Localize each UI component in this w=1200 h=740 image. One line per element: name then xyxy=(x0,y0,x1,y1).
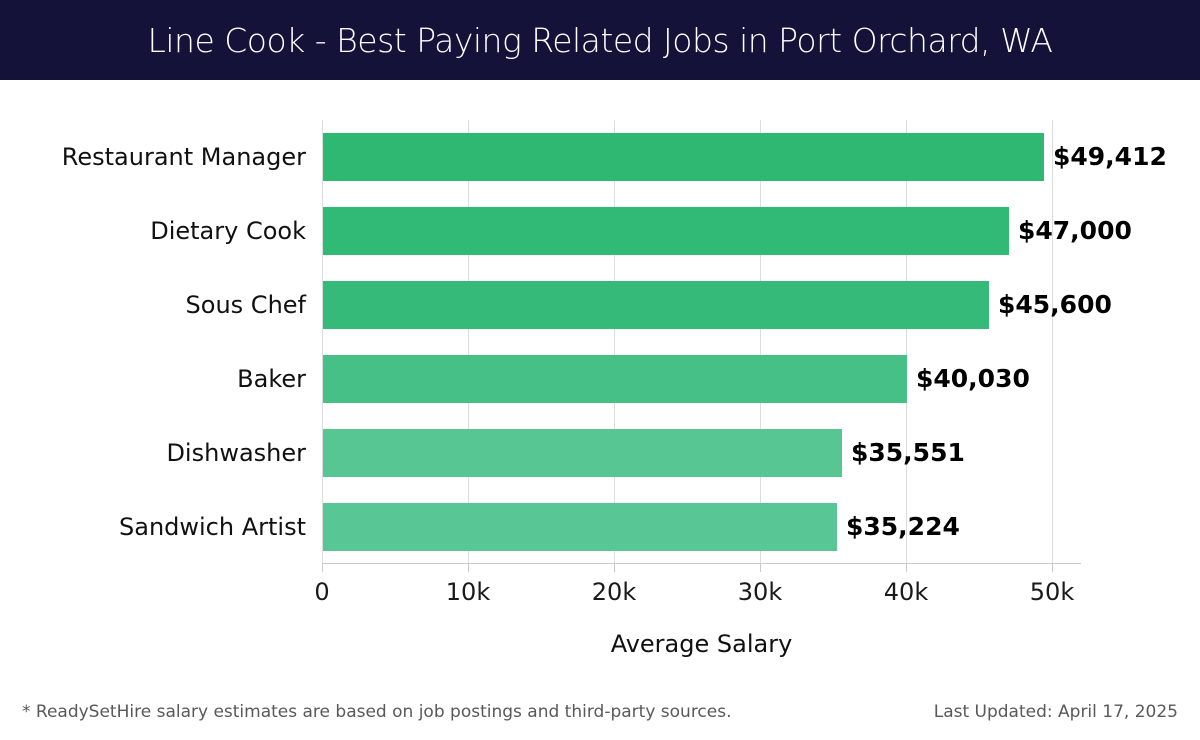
category-label: Sous Chef xyxy=(185,291,306,319)
x-tick-mark xyxy=(1052,563,1053,572)
x-tick-mark xyxy=(322,563,323,572)
x-tick-mark xyxy=(906,563,907,572)
bar-row: Dietary Cook $47,000 xyxy=(0,207,1200,255)
salary-bar xyxy=(323,133,1044,181)
value-label: $45,600 xyxy=(998,290,1112,319)
x-tick-mark xyxy=(614,563,615,572)
gridline xyxy=(1052,120,1053,563)
value-label: $35,224 xyxy=(846,512,960,541)
x-tick-label: 10k xyxy=(445,578,491,606)
x-tick-label: 40k xyxy=(883,578,929,606)
gridline xyxy=(468,120,469,563)
category-label: Dishwasher xyxy=(166,439,306,467)
category-label: Restaurant Manager xyxy=(61,143,306,171)
gridline xyxy=(760,120,761,563)
salary-bar xyxy=(323,281,989,329)
value-label: $49,412 xyxy=(1053,142,1167,171)
x-axis-label: Average Salary xyxy=(610,630,793,658)
salary-bar xyxy=(323,503,837,551)
x-tick-label: 30k xyxy=(737,578,783,606)
chart-title: Line Cook - Best Paying Related Jobs in … xyxy=(147,20,1053,60)
x-tick-label: 0 xyxy=(314,578,330,606)
category-label: Baker xyxy=(237,365,306,393)
bar-row: Sandwich Artist $35,224 xyxy=(0,503,1200,551)
title-bar: Line Cook - Best Paying Related Jobs in … xyxy=(0,0,1200,80)
value-label: $35,551 xyxy=(851,438,965,467)
x-tick-mark xyxy=(760,563,761,572)
category-label: Sandwich Artist xyxy=(119,513,306,541)
x-tick-label: 20k xyxy=(591,578,637,606)
x-tick-mark xyxy=(468,563,469,572)
value-label: $40,030 xyxy=(916,364,1030,393)
salary-bar xyxy=(323,355,907,403)
x-tick-label: 50k xyxy=(1029,578,1075,606)
value-label: $47,000 xyxy=(1018,216,1132,245)
bar-row: Dishwasher $35,551 xyxy=(0,429,1200,477)
bar-row: Sous Chef $45,600 xyxy=(0,281,1200,329)
salary-bar xyxy=(323,429,842,477)
bar-row: Baker $40,030 xyxy=(0,355,1200,403)
footer-attribution: * ReadySetHire salary estimates are base… xyxy=(22,702,732,722)
footer-last-updated: Last Updated: April 17, 2025 xyxy=(933,702,1178,722)
gridline xyxy=(614,120,615,563)
category-label: Dietary Cook xyxy=(150,217,306,245)
gridline xyxy=(322,120,323,563)
x-axis-line xyxy=(322,563,1081,564)
salary-bar xyxy=(323,207,1009,255)
bar-row: Restaurant Manager $49,412 xyxy=(0,133,1200,181)
gridline xyxy=(906,120,907,563)
